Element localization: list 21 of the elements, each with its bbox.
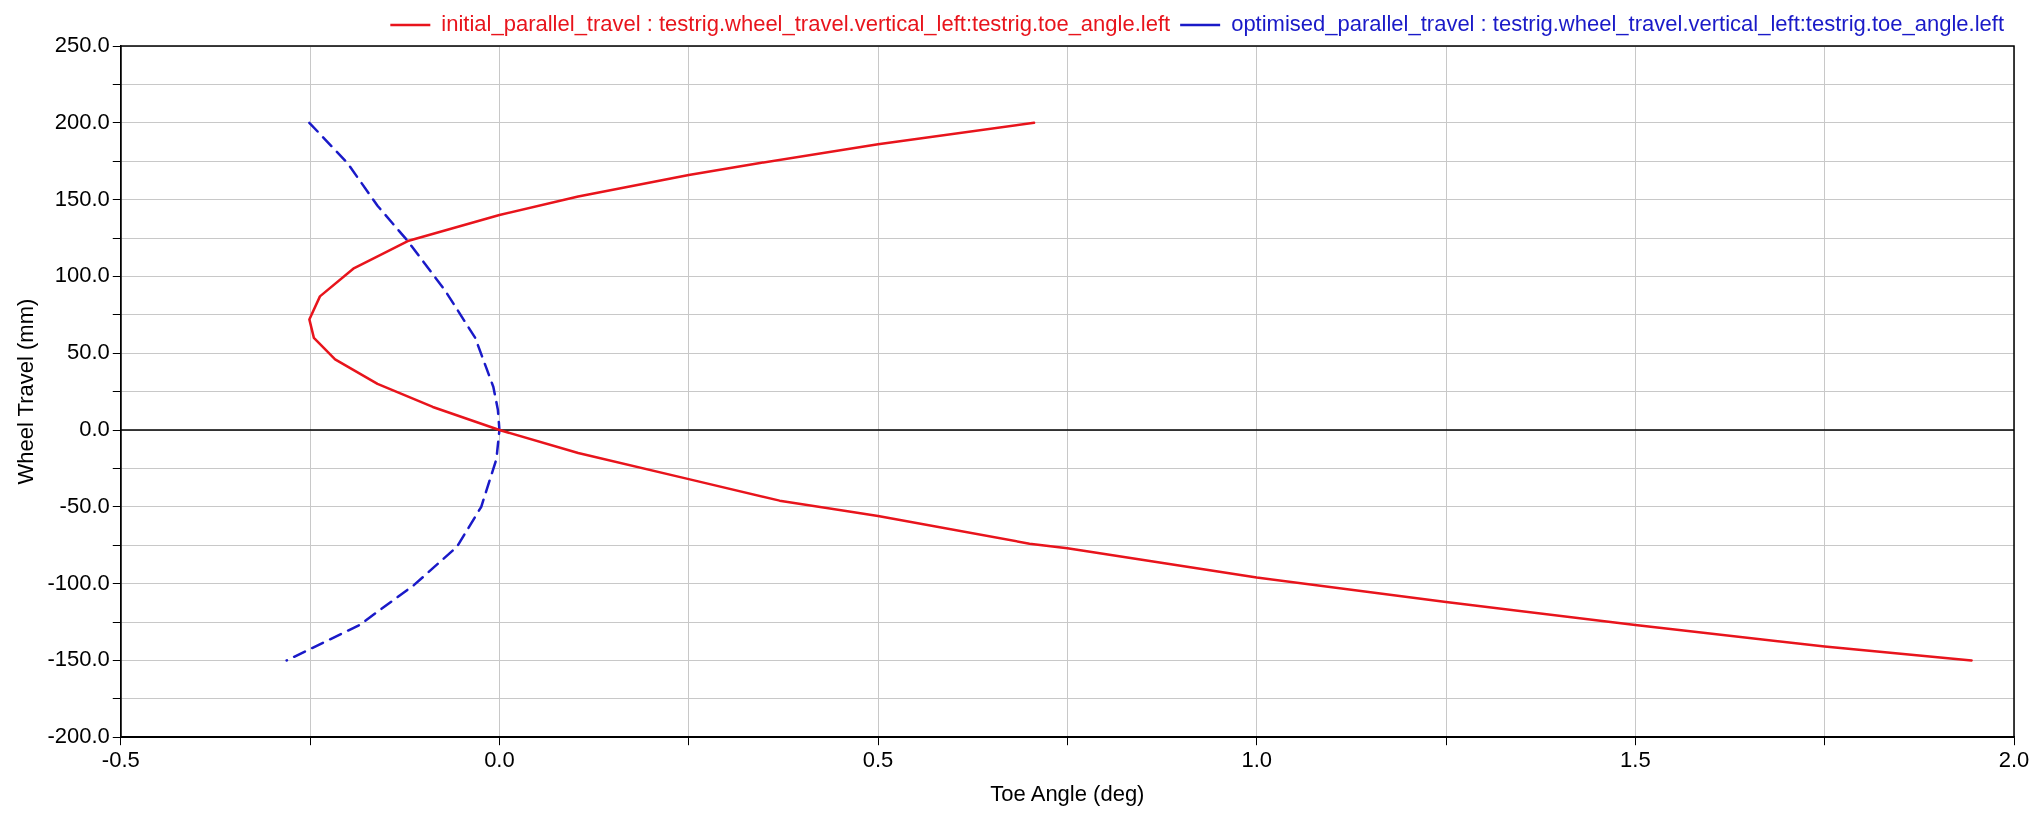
x-tick-label: 1.5 [1620, 747, 1651, 773]
y-tick-label: 0.0 [79, 416, 110, 442]
y-tick-label: -200.0 [47, 723, 110, 749]
y-tick-label: 150.0 [54, 185, 110, 211]
x-tick-label: 1.0 [1241, 747, 1273, 773]
y-tick-label: 250.0 [54, 32, 110, 58]
x-tick-label: 0.0 [484, 747, 515, 773]
line-series [285, 121, 501, 662]
x-tick-label: 0.5 [862, 747, 894, 773]
x-tick-label: -0.5 [101, 747, 140, 773]
legend-label: initial_parallel_travel : testrig.wheel_travel.vertical_left:testrig.toe_angle.left [441, 11, 1171, 37]
y-tick-label: -150.0 [47, 646, 110, 672]
y-tick-label: -50.0 [59, 492, 110, 518]
y-tick-label: 100.0 [54, 262, 110, 288]
y-tick-label: -100.0 [47, 569, 110, 595]
legend-label: optimised_parallel_travel : testrig.wheel_travel.vertical_left:testrig.toe_angle.left [1231, 11, 2005, 37]
x-tick-label: 2.0 [1998, 747, 2030, 773]
x-axis-title: Toe Angle (deg) [990, 780, 1145, 806]
y-axis-title: Wheel Travel (mm) [13, 298, 39, 485]
y-tick-label: 50.0 [66, 339, 110, 365]
y-tick-label: 200.0 [54, 108, 110, 134]
